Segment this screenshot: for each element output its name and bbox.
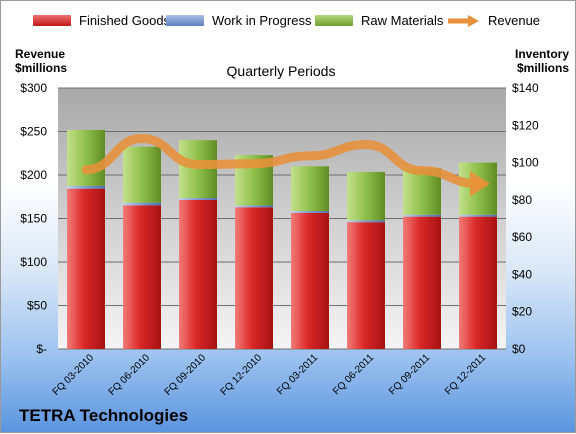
bar-work-in-progress [179,197,217,200]
company-name: TETRA Technologies [19,406,189,425]
revenue-arrowhead [470,170,490,197]
bar-finished-goods [291,212,329,349]
legend-label-work-in-progress: Work in Progress [212,13,312,28]
right-tick-label: $20 [512,305,532,319]
bar-work-in-progress [403,214,441,217]
left-tick-label: $300 [20,81,47,95]
x-tick-label: FQ 09-2010 [163,352,209,398]
bar-work-in-progress [459,214,497,217]
legend-arrow-revenue [448,14,479,27]
bar-raw-materials [123,146,161,203]
legend-item-revenue: Revenue [446,13,540,28]
x-tick-label: FQ 06-2010 [107,352,153,398]
legend-swatch-work-in-progress [166,15,204,26]
bar-finished-goods [459,216,497,349]
revenue-line [81,133,483,189]
legend-swatch-finished-goods [33,15,71,26]
legend-item-raw-materials: Raw Materials [315,13,443,28]
bar-work-in-progress [67,185,105,189]
bar-finished-goods [403,216,441,349]
legend-item-finished-goods: Finished Goods [33,13,170,28]
right-axis-label-line1: Inventory [515,47,570,61]
x-tick-label: FQ 12-2010 [219,352,265,398]
right-tick-label: $120 [512,118,539,132]
right-tick-label: $0 [512,342,526,356]
right-tick-label: $40 [512,267,532,281]
bar-raw-materials [179,140,217,198]
bar-work-in-progress [347,220,385,223]
right-axis-label: Inventory $millions [515,47,569,75]
legend-swatch-raw-materials [315,15,353,26]
left-tick-label: $- [36,342,47,356]
legend-label-raw-materials: Raw Materials [361,13,444,28]
bar-work-in-progress [123,202,161,206]
bar-finished-goods [123,205,161,349]
bar-work-in-progress [235,205,273,208]
x-tick-label: FQ 03-2011 [275,352,320,397]
x-tick-label: FQ 03-2010 [51,352,97,398]
bar-finished-goods [67,188,105,349]
x-tick-label: FQ 06-2011 [331,352,376,397]
bar-finished-goods [235,207,273,349]
right-tick-label: $140 [512,81,539,95]
bar-raw-materials [347,171,385,221]
left-axis-label: Revenue $millions [15,47,67,75]
left-axis-label-line1: Revenue [15,47,66,61]
legend-label-revenue: Revenue [488,13,541,28]
right-tick-label: $100 [512,156,539,170]
right-tick-label: $80 [512,193,532,207]
legend-item-work-in-progress: Work in Progress [166,13,311,28]
x-tick-label: FQ 12-2011 [443,352,488,397]
right-axis-label-line2: $millions [517,61,570,75]
left-axis-label-line2: $millions [15,61,68,75]
left-tick-label: $150 [20,212,47,226]
legend-label-finished-goods: Finished Goods [79,13,171,28]
bar-raw-materials [67,129,105,186]
left-tick-label: $50 [27,299,47,313]
left-tick-label: $100 [20,255,47,269]
bar-work-in-progress [291,211,329,213]
left-tick-label: $250 [20,125,47,139]
x-tick-label: FQ 09-2011 [387,352,432,397]
chart-title: Quarterly Periods [226,63,336,79]
right-tick-label: $60 [512,230,532,244]
left-tick-label: $200 [20,168,47,182]
bar-finished-goods [179,199,217,349]
bar-raw-materials [291,166,329,212]
bar-finished-goods [347,222,385,349]
